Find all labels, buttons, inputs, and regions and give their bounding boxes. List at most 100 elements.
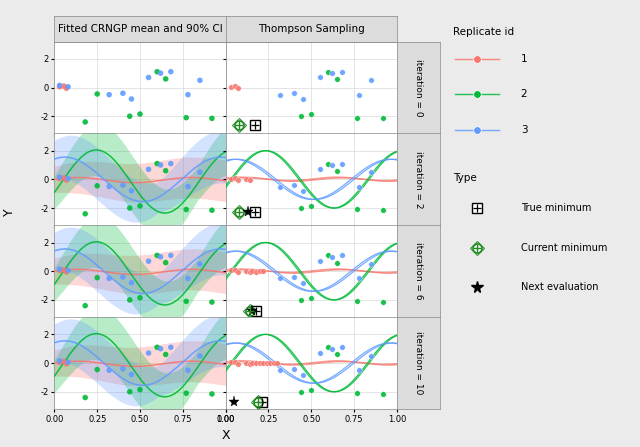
Point: [92, 366, 102, 373]
Text: Replicate id: Replicate id: [452, 27, 514, 38]
Point: [354, 367, 364, 374]
Point: [296, 388, 306, 395]
Text: iteration = 10: iteration = 10: [414, 331, 423, 395]
Point: [352, 390, 362, 397]
Point: [232, 177, 243, 184]
Point: [230, 83, 240, 90]
Point: [63, 267, 73, 274]
Point: [54, 357, 65, 364]
Point: [59, 358, 69, 365]
Point: [156, 345, 166, 352]
Point: [118, 90, 128, 97]
Point: [306, 386, 316, 393]
Point: [323, 252, 333, 259]
Point: [181, 390, 191, 397]
Text: Fitted CRNGP mean and 90% CI: Fitted CRNGP mean and 90% CI: [58, 24, 222, 34]
Point: [326, 345, 337, 352]
Point: [226, 83, 236, 90]
Point: [181, 114, 191, 121]
Point: [366, 169, 376, 176]
Point: [378, 390, 388, 397]
Point: [126, 187, 136, 194]
Point: [262, 359, 272, 367]
Point: [232, 360, 243, 367]
Point: [226, 175, 236, 182]
Point: [289, 90, 300, 97]
Text: True minimum: True minimum: [521, 203, 591, 213]
Point: [161, 259, 171, 266]
Point: [289, 365, 300, 372]
Text: Next evaluation: Next evaluation: [521, 282, 598, 292]
Point: [80, 394, 90, 401]
Point: [265, 360, 275, 367]
Point: [207, 115, 217, 122]
Point: [54, 175, 65, 182]
Point: [126, 371, 136, 378]
Point: [118, 181, 128, 189]
Point: [226, 267, 236, 274]
Point: [195, 261, 205, 268]
Point: [252, 360, 262, 367]
Text: X: X: [221, 429, 230, 443]
Point: [156, 253, 166, 261]
Point: [152, 252, 163, 259]
Point: [92, 182, 102, 190]
Point: [54, 82, 65, 89]
Point: [232, 84, 243, 92]
Point: [161, 351, 171, 358]
Point: [275, 91, 285, 98]
Point: [332, 75, 342, 82]
Point: [59, 174, 69, 181]
Point: [298, 95, 308, 102]
Point: [275, 367, 285, 374]
Point: [245, 268, 255, 275]
Point: [80, 118, 90, 126]
Point: [135, 202, 145, 210]
Point: [315, 74, 325, 81]
Point: [135, 110, 145, 118]
Point: [378, 207, 388, 214]
Point: [92, 90, 102, 97]
Point: [143, 74, 154, 81]
Point: [241, 359, 252, 367]
Point: [323, 344, 333, 351]
Point: [366, 261, 376, 268]
Point: [207, 390, 217, 397]
Point: [332, 351, 342, 358]
Point: [135, 386, 145, 393]
Point: [181, 206, 191, 213]
Point: [378, 299, 388, 306]
Point: [156, 161, 166, 169]
Point: [272, 359, 282, 367]
Point: [181, 298, 191, 305]
Point: [126, 279, 136, 286]
Text: Current minimum: Current minimum: [521, 243, 607, 253]
Point: [337, 252, 347, 259]
Point: [326, 70, 337, 77]
Point: [61, 360, 72, 367]
Point: [195, 169, 205, 176]
Point: [268, 359, 278, 367]
Point: [258, 360, 268, 367]
Point: [315, 350, 325, 357]
Point: [296, 296, 306, 304]
Point: [54, 83, 65, 90]
Point: [80, 210, 90, 217]
Text: iteration = 0: iteration = 0: [414, 59, 423, 116]
Point: [59, 266, 69, 274]
Point: [166, 68, 176, 75]
Point: [104, 275, 115, 282]
Point: [255, 359, 265, 367]
Point: [230, 266, 240, 274]
Point: [59, 83, 69, 90]
Point: [207, 299, 217, 306]
Point: [232, 268, 243, 275]
Point: [195, 77, 205, 84]
Point: [63, 175, 73, 182]
Point: [247, 267, 257, 274]
Point: [125, 296, 135, 304]
Point: [126, 95, 136, 102]
Point: [161, 75, 171, 82]
Point: [152, 160, 163, 167]
Point: [366, 352, 376, 359]
